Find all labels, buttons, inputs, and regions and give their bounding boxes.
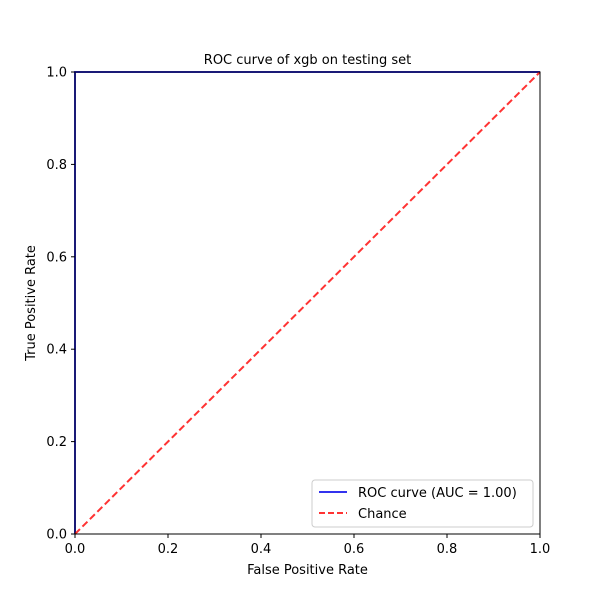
x-tick-label: 1.0 [530,542,551,557]
y-tick-label: 0.4 [46,343,67,358]
legend-box [311,479,534,528]
chart-title: ROC curve of xgb on testing set [204,53,411,68]
x-tick-label: 0.0 [65,542,86,557]
x-tick-label: 0.8 [437,542,458,557]
x-tick-label: 0.6 [344,542,365,557]
legend: ROC curve (AUC = 1.00) Chance [311,479,534,528]
x-tick-label: 0.4 [251,542,272,557]
x-axis-title: False Positive Rate [247,563,368,578]
series-layer [74,71,541,535]
y-tick-label: 0.2 [46,435,67,450]
y-tick-label: 0.8 [46,158,67,173]
y-axis: 0.0 0.2 0.4 0.6 0.8 1.0 [46,66,75,543]
y-tick-label: 0.0 [46,528,67,543]
legend-label-chance: Chance [358,507,407,522]
legend-label-roc: ROC curve (AUC = 1.00) [358,486,517,501]
y-tick-label: 1.0 [46,66,67,81]
chance-line [74,71,541,535]
y-axis-title: True Positive Rate [24,245,39,362]
x-tick-label: 0.2 [158,542,179,557]
x-axis: 0.0 0.2 0.4 0.6 0.8 1.0 [65,534,551,557]
plot-frame [74,71,541,535]
y-tick-label: 0.6 [46,250,67,265]
